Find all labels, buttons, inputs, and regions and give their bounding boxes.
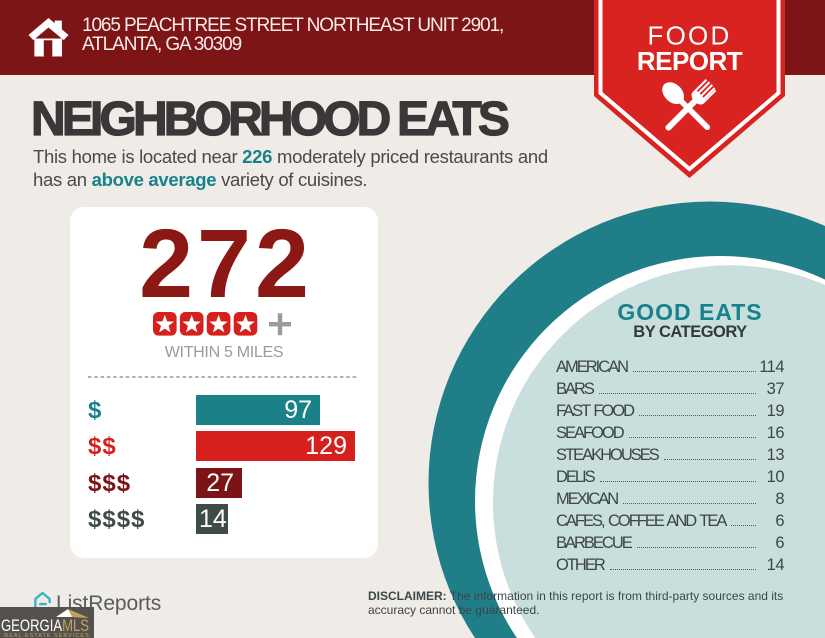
svg-text:FOOD: FOOD [648,21,732,51]
svg-text:REPORT: REPORT [637,46,743,76]
